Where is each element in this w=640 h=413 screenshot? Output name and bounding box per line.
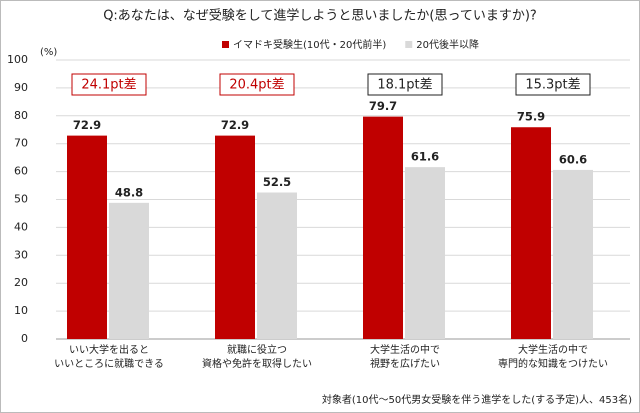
bar: [511, 127, 551, 339]
bar: [363, 116, 403, 340]
legend-label: 20代後半以降: [416, 38, 479, 51]
legend-swatch: [405, 41, 413, 48]
annotation-box: [515, 73, 591, 96]
annotation: 24.1pt差: [81, 78, 136, 93]
y-tick-label: 20: [14, 276, 28, 289]
y-tick-label: 60: [14, 165, 28, 178]
annotation: 20.4pt差: [229, 78, 284, 93]
annotation: 18.1pt差: [377, 78, 432, 93]
bar: [257, 192, 297, 339]
y-tick-label: 10: [14, 304, 28, 317]
annotation-box: [219, 73, 295, 96]
footnote: 対象者(10代～50代男女受験を伴う進学をした(する予定)人、453名): [322, 393, 632, 406]
x-tick-label: 大学生活の中で: [518, 343, 588, 356]
x-tick-label: 資格や免許を取得したい: [202, 357, 312, 370]
annotation: 15.3pt差: [525, 78, 580, 93]
y-unit: (%): [40, 47, 57, 58]
x-tick-label: いいところに就職できる: [54, 357, 164, 370]
y-tick-label: 50: [14, 193, 28, 206]
value-label: 61.6: [411, 150, 439, 164]
x-tick-label: 視野を広げたい: [370, 357, 440, 370]
value-label: 52.5: [263, 175, 291, 189]
annotation-box: [71, 73, 147, 96]
value-label: 75.9: [517, 110, 545, 124]
x-tick-label: 専門的な知識をつけたい: [498, 357, 608, 370]
x-tick-label: 就職に役立つ: [227, 343, 287, 356]
value-label: 79.7: [369, 99, 397, 113]
y-tick-label: 90: [14, 81, 28, 94]
bar: [215, 135, 255, 339]
bar: [109, 202, 149, 339]
annotation-box: [367, 73, 443, 96]
y-tick-label: 40: [14, 220, 28, 233]
y-tick-label: 80: [14, 109, 28, 122]
bar: [67, 135, 107, 339]
value-label: 72.9: [73, 118, 101, 132]
bar: [553, 169, 593, 339]
chart-title: Q:あなたは、なぜ受験をして進学しようと思いましたか(思っていますか)?: [103, 8, 537, 24]
x-tick-label: 大学生活の中で: [370, 343, 440, 356]
y-tick-label: 100: [7, 53, 28, 66]
y-tick-label: 0: [21, 332, 28, 345]
x-tick-label: いい大学を出ると: [69, 343, 149, 356]
legend-swatch: [222, 41, 229, 48]
value-label: 72.9: [221, 118, 249, 132]
bar: [405, 167, 445, 339]
y-tick-label: 30: [14, 248, 28, 261]
y-tick-label: 70: [14, 137, 28, 150]
value-label: 60.6: [559, 152, 587, 166]
legend-label: イマドキ受験生(10代・20代前半): [233, 38, 386, 51]
value-label: 48.8: [115, 185, 143, 199]
